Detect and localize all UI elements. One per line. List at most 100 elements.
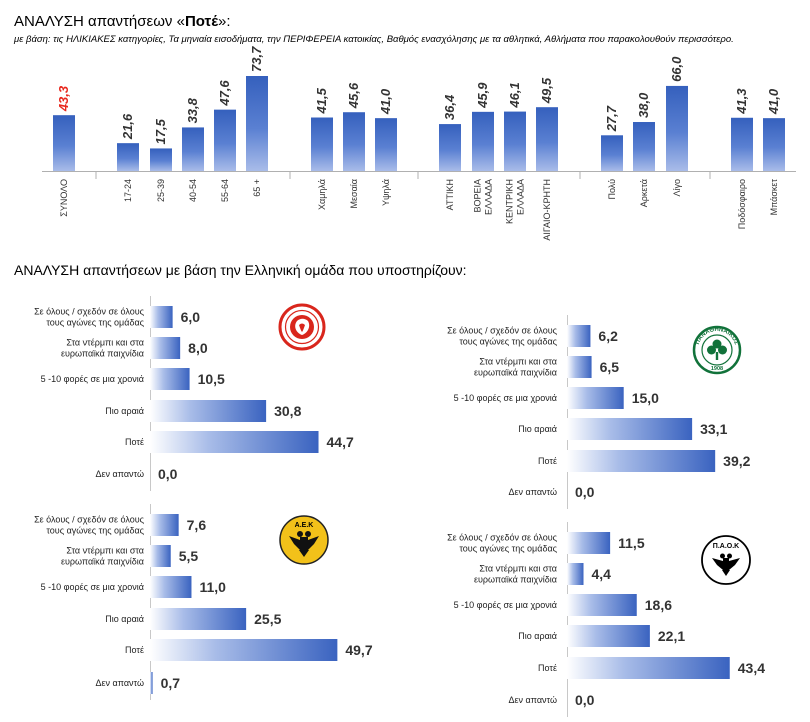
top-category-label: ΑΤΤΙΚΗ [445,179,455,210]
top-category-label: Ποδόσφαιρο [737,179,747,229]
top-bar-55-64 [214,109,236,171]
team-bar-3 [150,608,247,630]
team-category-label: Δεν απαντώ [96,678,144,688]
team-category-label: Ποτέ [538,663,557,673]
team-category-label: Σε όλους / σχεδόν σε όλους [447,533,558,543]
top-bar-Μεσαία [343,112,365,171]
team-category-label: Δεν απαντώ [96,469,144,479]
paok-logo-text: Π.Α.Ο.Κ [713,543,739,550]
top-bar-Ποδόσφαιρο [731,117,753,171]
team-category-label: τους αγώνες της ομάδας [459,544,557,554]
team-bar-value-label: 30,8 [274,403,301,419]
team-bar-value-label: 49,7 [345,642,372,658]
top-bar-value-label: 45,6 [346,82,361,109]
top-bar-value-label: 41,3 [734,88,749,115]
section-title-teams: ΑΝΑΛΥΣΗ απαντήσεων με βάση την Ελληνική … [14,262,467,278]
team-bar-3 [567,418,693,440]
team-bar-value-label: 6,2 [598,328,618,344]
team-bar-0 [150,306,173,328]
top-bar-value-label: 46,1 [507,82,522,108]
team-bar-value-label: 15,0 [632,390,659,406]
top-bar-ΑΙΓΑΙΟ-ΚΡΗΤΗ [536,107,558,171]
top-category-label: ΕΛΛΑΔΑ [484,179,494,215]
title-prefix: ΑΝΑΛΥΣΗ απαντήσεων « [14,13,185,30]
team-category-label: Ποτέ [125,645,144,655]
team-bar-value-label: 22,1 [658,628,685,644]
team-bar-value-label: 25,5 [254,611,281,627]
panathinaikos-logo: ΠΑΝΑΘΗΝΑΪΚΟΣ 1908 [692,325,742,375]
top-bar-ΒΟΡΕΙΑ ΕΛΛΑΔΑ [472,111,494,171]
team-category-label: τους αγώνες της ομάδας [46,526,144,536]
top-bar-Πολύ [601,135,623,171]
team-bar-value-label: 8,0 [188,340,208,356]
team-category-label: Σε όλους / σχεδόν σε όλους [447,326,558,336]
top-bar-value-label: 17,5 [153,118,168,144]
team-category-label: Ποτέ [538,456,557,466]
team-bar-value-label: 39,2 [723,453,750,469]
team-category-label: 5 -10 φορές σε μια χρονιά [454,600,557,610]
top-bar-25-39 [150,148,172,171]
team-bar-3 [567,625,650,647]
team-category-label: 5 -10 φορές σε μια χρονιά [41,582,144,592]
team-bar-4 [150,639,338,661]
top-bar-chart: 43,3 ΣΥΝΟΛΟ 21,6 17-24 17,5 25-39 33,8 40-54 47,… [42,46,796,241]
team-category-label: 5 -10 φορές σε μια χρονιά [454,393,557,403]
aek-logo: Α.Ε.Κ [279,515,329,565]
team-bar-5 [150,672,153,694]
team-category-label: Δεν απαντώ [509,487,557,497]
team-bar-value-label: 6,5 [600,359,620,375]
team-bar-value-label: 0,0 [575,484,595,500]
top-bar-value-label: 66,0 [669,56,684,82]
top-category-label: ΒΟΡΕΙΑ [473,179,483,213]
paok-logo: Π.Α.Ο.Κ [701,535,751,585]
team-bar-0 [150,514,179,536]
team-category-label: ευρωπαϊκά παιχνίδια [474,575,557,585]
top-bar-value-label: 43,3 [56,85,71,112]
top-bar-value-label: 73,7 [249,46,264,72]
top-category-label: 25-39 [156,179,166,202]
top-category-label: 40-54 [188,179,198,202]
top-bar-Λίγο [666,85,688,171]
top-bar-value-label: 41,0 [378,88,393,115]
team-bar-value-label: 43,4 [738,660,765,676]
team-bar-1 [567,356,592,378]
top-category-label: Υψηλά [381,179,391,206]
team-category-label: ευρωπαϊκά παιχνίδια [61,349,144,359]
top-category-label: 65 + [252,179,262,197]
team-category-label: Σε όλους / σχεδόν σε όλους [34,515,145,525]
team-bar-value-label: 33,1 [700,421,727,437]
team-bar-value-label: 11,0 [199,579,226,595]
team-bar-value-label: 6,0 [181,309,201,325]
top-bar-value-label: 41,5 [314,87,329,114]
team-bar-value-label: 10,5 [198,371,225,387]
top-bar-Μπάσκετ [763,118,785,171]
team-category-label: Στα ντέρμπι και στα [66,546,144,556]
top-bar-Υψηλά [375,118,397,171]
top-category-label: Μπάσκετ [769,179,779,216]
aek-logo-text: Α.Ε.Κ [295,522,314,529]
top-bar-value-label: 27,7 [604,105,619,132]
team-bar-4 [567,450,716,472]
top-bar-40-54 [182,127,204,171]
top-bar-value-label: 33,8 [185,97,200,123]
team-bar-0 [567,325,591,347]
team-bar-4 [150,431,319,453]
team-category-label: Στα ντέρμπι και στα [66,338,144,348]
top-bar-value-label: 45,9 [475,82,490,109]
team-category-label: ευρωπαϊκά παιχνίδια [61,557,144,567]
top-bar-Αρκετά [633,122,655,171]
team-bar-1 [567,563,584,585]
team-category-label: Σε όλους / σχεδόν σε όλους [34,307,145,317]
team-category-label: Στα ντέρμπι και στα [479,564,557,574]
team-bar-2 [150,368,190,390]
team-bar-1 [150,545,171,567]
title-bold: Ποτέ [184,13,218,30]
team-bar-2 [567,387,624,409]
team-category-label: Πιο αραιά [518,424,557,434]
top-bar-ΣΥΝΟΛΟ [53,115,75,171]
top-bar-value-label: 36,4 [442,94,457,120]
team-category-label: Δεν απαντώ [509,695,557,705]
